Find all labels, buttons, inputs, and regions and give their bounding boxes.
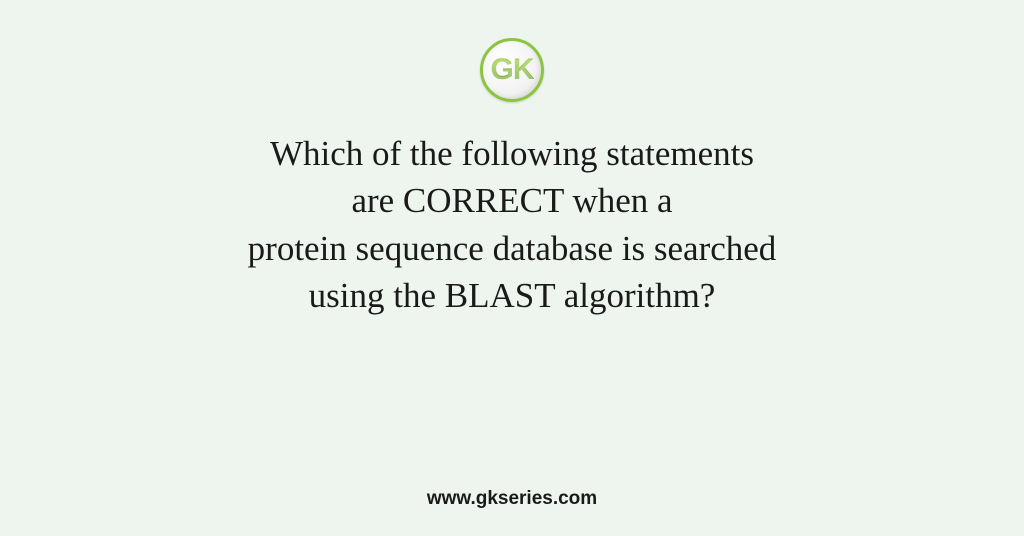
question-line-1: Which of the following statements <box>248 130 777 177</box>
footer-url: www.gkseries.com <box>0 488 1024 510</box>
gk-logo-text: GK <box>491 53 534 87</box>
question-text: Which of the following statements are CO… <box>248 130 777 319</box>
question-line-3: protein sequence database is searched <box>248 225 777 272</box>
question-line-2: are CORRECT when a <box>248 177 777 224</box>
question-line-4: using the BLAST algorithm? <box>248 272 777 319</box>
gk-logo: GK <box>480 38 544 102</box>
content-container: GK Which of the following statements are… <box>0 0 1024 536</box>
